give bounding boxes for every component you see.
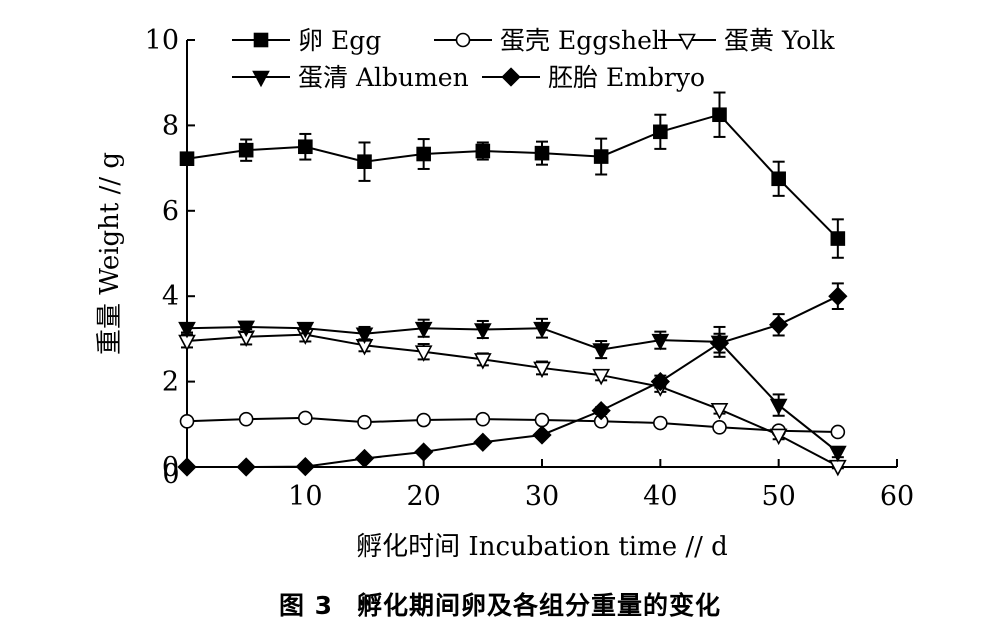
data-point bbox=[475, 143, 491, 159]
legend-item: 卵 Egg bbox=[232, 26, 381, 55]
data-point bbox=[179, 151, 195, 167]
legend-marker bbox=[252, 70, 270, 88]
data-point bbox=[591, 401, 611, 421]
data-point bbox=[298, 139, 313, 155]
data-point bbox=[769, 315, 789, 335]
data-point bbox=[179, 414, 195, 429]
data-point bbox=[473, 432, 493, 452]
series-3 bbox=[178, 317, 847, 463]
x-axis-title: 孵化时间 Incubation time // d bbox=[356, 532, 728, 562]
legend-label: 蛋清 Albumen bbox=[298, 63, 469, 92]
y-tick-label: 6 bbox=[162, 196, 179, 227]
series-line bbox=[186, 325, 839, 453]
data-point bbox=[830, 424, 846, 440]
data-point bbox=[830, 231, 846, 246]
data-point bbox=[653, 415, 668, 431]
series-4 bbox=[177, 282, 848, 477]
data-point bbox=[236, 457, 256, 477]
series-line bbox=[187, 295, 839, 468]
x-tick-label: 40 bbox=[643, 481, 677, 512]
data-point bbox=[769, 428, 788, 446]
y-tick-label: 0 bbox=[162, 452, 179, 483]
data-point bbox=[828, 445, 847, 463]
legend-label: 蛋黄 Yolk bbox=[724, 26, 835, 55]
data-point bbox=[355, 327, 374, 344]
data-point bbox=[709, 333, 730, 353]
y-tick-label: 8 bbox=[162, 110, 179, 141]
data-point bbox=[592, 343, 611, 360]
x-tick-label: 20 bbox=[406, 481, 440, 512]
data-point bbox=[298, 410, 313, 426]
data-point bbox=[712, 419, 727, 435]
legend-label: 蛋壳 Eggshell bbox=[500, 26, 668, 55]
data-point bbox=[178, 321, 196, 339]
legend-item: 蛋清 Albumen bbox=[232, 63, 469, 92]
data-point bbox=[532, 425, 552, 445]
y-axis-title: 重量 Weight // g bbox=[95, 152, 125, 355]
data-point bbox=[473, 353, 492, 370]
data-point bbox=[828, 286, 848, 306]
series-1 bbox=[179, 410, 846, 440]
data-point bbox=[651, 333, 670, 351]
data-point bbox=[295, 456, 315, 477]
data-point bbox=[769, 398, 788, 416]
legend-marker bbox=[501, 67, 521, 87]
x-tick-label: 10 bbox=[288, 481, 322, 512]
series-line bbox=[186, 333, 839, 468]
legend-marker bbox=[253, 32, 269, 48]
data-point bbox=[414, 345, 433, 362]
legend-label: 胚胎 Embryo bbox=[548, 63, 705, 92]
data-point bbox=[357, 414, 372, 430]
data-point bbox=[177, 457, 197, 477]
data-point bbox=[592, 368, 611, 386]
y-tick-label: 4 bbox=[162, 281, 179, 312]
x-origin-label: 0 bbox=[162, 459, 179, 490]
data-point bbox=[473, 323, 492, 340]
y-tick-label: 10 bbox=[145, 25, 179, 56]
x-tick-label: 30 bbox=[525, 481, 559, 512]
legend-item: 蛋壳 Eggshell bbox=[434, 26, 668, 55]
figure-caption-text: 孵化期间卵及各组分重量的变化 bbox=[357, 591, 722, 620]
data-point bbox=[533, 321, 551, 339]
data-point bbox=[296, 321, 315, 339]
data-point bbox=[650, 371, 670, 392]
legend-marker bbox=[678, 33, 696, 51]
legend-marker bbox=[455, 32, 471, 48]
figure-caption: 图 3 孵化期间卵及各组分重量的变化 bbox=[0, 586, 1000, 622]
legend-item: 胚胎 Embryo bbox=[482, 63, 705, 92]
series-line bbox=[186, 416, 838, 433]
data-point bbox=[653, 124, 668, 140]
data-point bbox=[712, 107, 727, 123]
data-point bbox=[238, 411, 254, 427]
series-2 bbox=[178, 326, 847, 477]
data-point bbox=[534, 145, 550, 161]
series-0 bbox=[179, 91, 846, 259]
y-tick-label: 2 bbox=[162, 367, 179, 398]
data-point bbox=[416, 412, 431, 428]
data-point bbox=[533, 361, 551, 379]
data-point bbox=[237, 320, 256, 338]
data-point bbox=[357, 154, 372, 169]
data-point bbox=[414, 442, 434, 462]
x-tick-label: 50 bbox=[761, 481, 795, 512]
data-point bbox=[238, 142, 254, 158]
legend-label: 卵 Egg bbox=[298, 26, 381, 55]
data-point bbox=[593, 149, 609, 164]
data-point bbox=[475, 411, 491, 427]
data-point bbox=[354, 448, 375, 469]
data-point bbox=[416, 146, 431, 162]
series-line bbox=[186, 113, 839, 240]
legend-item: 蛋黄 Yolk bbox=[658, 26, 835, 55]
x-tick-label: 60 bbox=[880, 481, 914, 512]
chart: 0 2 4 6 8 10 10 20 30 40 50 60 0 孵化时间 Incubation time… bbox=[95, 25, 914, 562]
data-point bbox=[414, 321, 433, 339]
data-point bbox=[710, 403, 729, 420]
data-point bbox=[771, 171, 786, 187]
figure-number: 图 3 bbox=[278, 591, 334, 620]
data-point bbox=[534, 412, 550, 428]
